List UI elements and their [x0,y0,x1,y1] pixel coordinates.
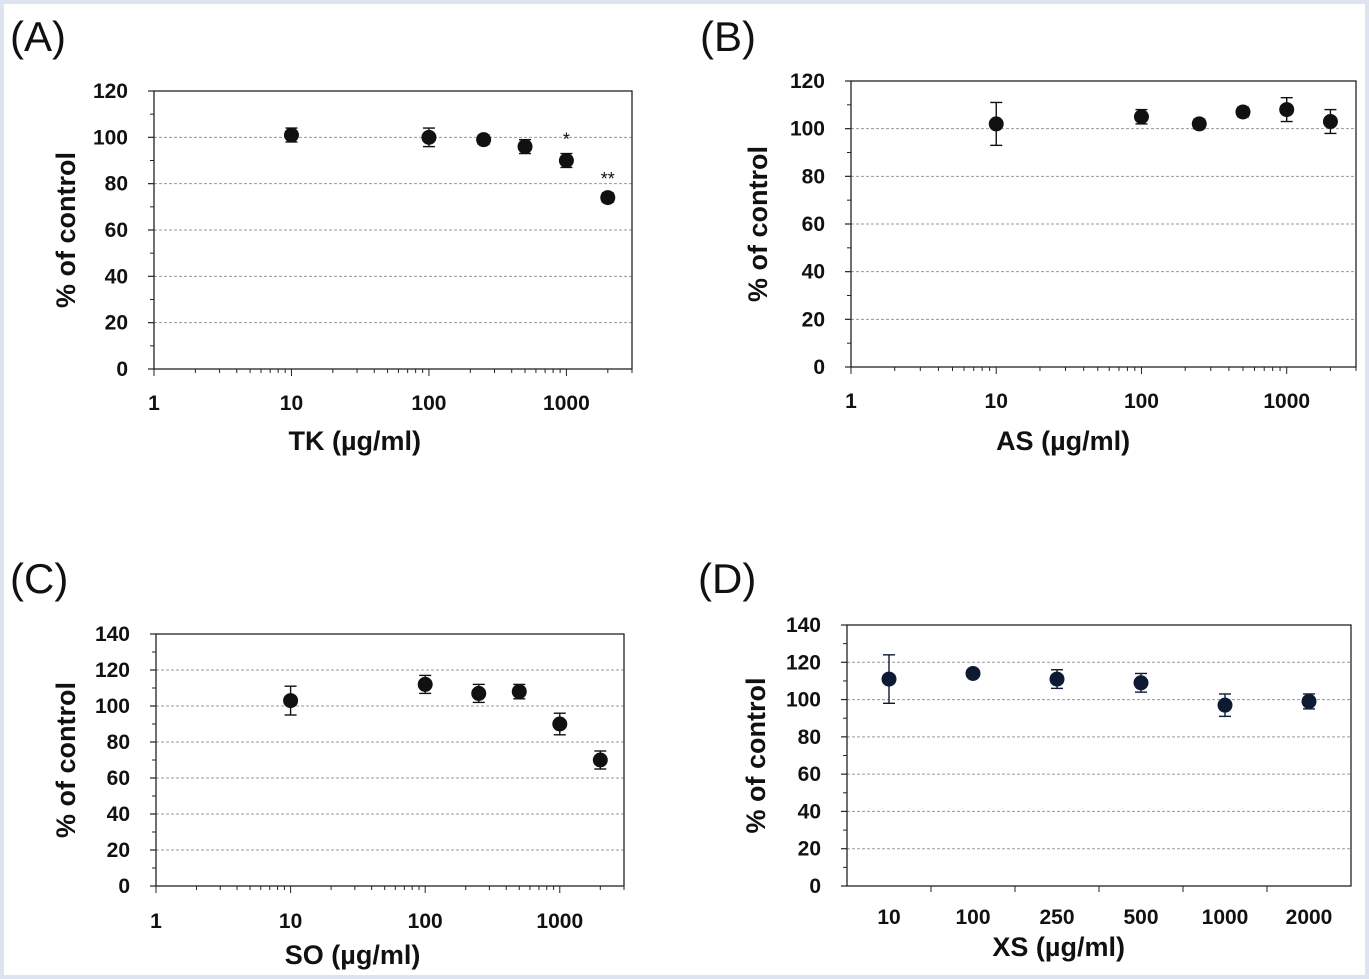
y-tick-label: 100 [790,118,825,141]
plot-frame [155,633,625,887]
x-tick-label: 10 [877,906,900,929]
data-point [558,153,574,168]
data-point [421,129,437,145]
data-point [1133,675,1149,691]
panel-label: (D) [698,555,757,602]
panel-label: (A) [10,13,66,60]
y-tick-label: 120 [93,80,128,103]
y-tick-label: 100 [93,126,128,149]
y-tick-label: 60 [802,213,825,236]
data-point [283,127,299,143]
y-tick-label: 120 [786,651,821,674]
panel-label: (C) [10,555,69,602]
x-tick-label: 1 [148,392,160,415]
data-point [600,190,616,206]
x-tick-label: 100 [1124,390,1159,413]
x-axis-label: XS (µg/ml) [992,932,1125,962]
y-tick-label: 20 [105,312,128,335]
y-tick-label: 40 [105,265,128,288]
plot-frame [846,624,1352,887]
y-tick-label: 80 [105,173,128,196]
y-tick-label: 40 [802,261,825,284]
x-tick-label: 100 [411,392,446,415]
x-tick-label: 1 [150,910,162,933]
panel-c: (C) 0 20 40 60 80 100 120 140 1 10 100 1000 SO (µg/m… [4,544,684,975]
x-tick-label: 1000 [536,910,583,933]
data-point [471,685,487,701]
y-tick-label: 140 [95,623,130,646]
panel-a: (A) 0 20 40 60 80 100 120 1 10 100 1000 TK (µg/ml)%… [4,4,684,484]
figure: (A) 0 20 40 60 80 100 120 1 10 100 1000 TK (µg/ml)%… [4,4,1365,975]
y-tick-label: 80 [798,726,821,749]
y-axis-label: % of control [51,152,81,308]
y-tick-label: 20 [107,839,130,862]
x-tick-label: 1000 [543,392,590,415]
x-axis-label: AS (µg/ml) [996,426,1130,456]
x-axis-label: TK (µg/ml) [288,426,421,456]
y-tick-label: 0 [118,875,130,898]
data-point [1191,116,1207,132]
y-tick-label: 60 [107,767,130,790]
data-point [517,139,533,155]
y-axis-label: % of control [51,682,81,838]
data-point [1133,109,1149,125]
x-tick-label: 500 [1123,906,1158,929]
y-axis-label: % of control [741,678,771,834]
y-tick-label: 20 [802,308,825,331]
y-tick-label: 0 [813,356,825,379]
data-point [881,671,897,687]
x-tick-label: 1000 [1202,906,1249,929]
chart-c: 0 20 40 60 80 100 120 140 1 10 100 1000 SO (µg/ml) % … [51,623,625,970]
data-point [283,693,299,709]
panel-d: (D) 0 20 40 60 80 100 120 140 10 100 250 500 1000 200… [684,544,1365,975]
chart-d: 0 20 40 60 80 100 120 140 10 100 250 500 1000 2000 XS … [741,614,1352,962]
x-tick-label: 100 [408,910,443,933]
data-point [552,716,568,732]
y-tick-label: 20 [798,838,821,861]
panel-b: (B) 0 20 40 60 80 100 120 1 10 100 1000 AS (µg/ml)%… [684,4,1365,484]
y-tick-label: 0 [809,875,821,898]
data-point [592,752,608,768]
y-tick-label: 140 [786,614,821,637]
y-tick-label: 40 [107,803,130,826]
x-tick-label: 2000 [1286,906,1333,929]
data-point [417,676,433,692]
data-point [988,116,1004,132]
y-tick-label: 40 [798,800,821,823]
y-tick-label: 0 [116,358,128,381]
x-tick-label: 250 [1039,906,1074,929]
significance-label: * [563,130,570,150]
data-point [1049,671,1065,687]
x-tick-label: 1 [845,390,857,413]
panel-label: (B) [700,13,756,60]
y-axis-label: % of control [743,146,773,302]
data-point [965,665,981,681]
significance-label: ** [601,169,615,189]
y-tick-label: 60 [105,219,128,242]
x-tick-label: 10 [280,392,303,415]
x-tick-label: 10 [985,390,1008,413]
data-point [1322,114,1338,130]
y-tick-label: 80 [802,165,825,188]
y-tick-label: 120 [790,70,825,93]
data-point [1279,102,1295,118]
y-tick-label: 120 [95,659,130,682]
y-tick-label: 60 [798,763,821,786]
data-point [1235,104,1251,120]
data-point [1217,697,1233,713]
y-tick-label: 100 [786,689,821,712]
data-point [476,132,492,148]
x-tick-label: 10 [279,910,302,933]
y-tick-label: 100 [95,695,130,718]
data-point [1301,693,1317,709]
x-tick-label: 1000 [1263,390,1310,413]
data-point [511,684,527,700]
x-tick-label: 100 [955,906,990,929]
y-tick-label: 80 [107,731,130,754]
x-axis-label: SO (µg/ml) [285,940,421,970]
